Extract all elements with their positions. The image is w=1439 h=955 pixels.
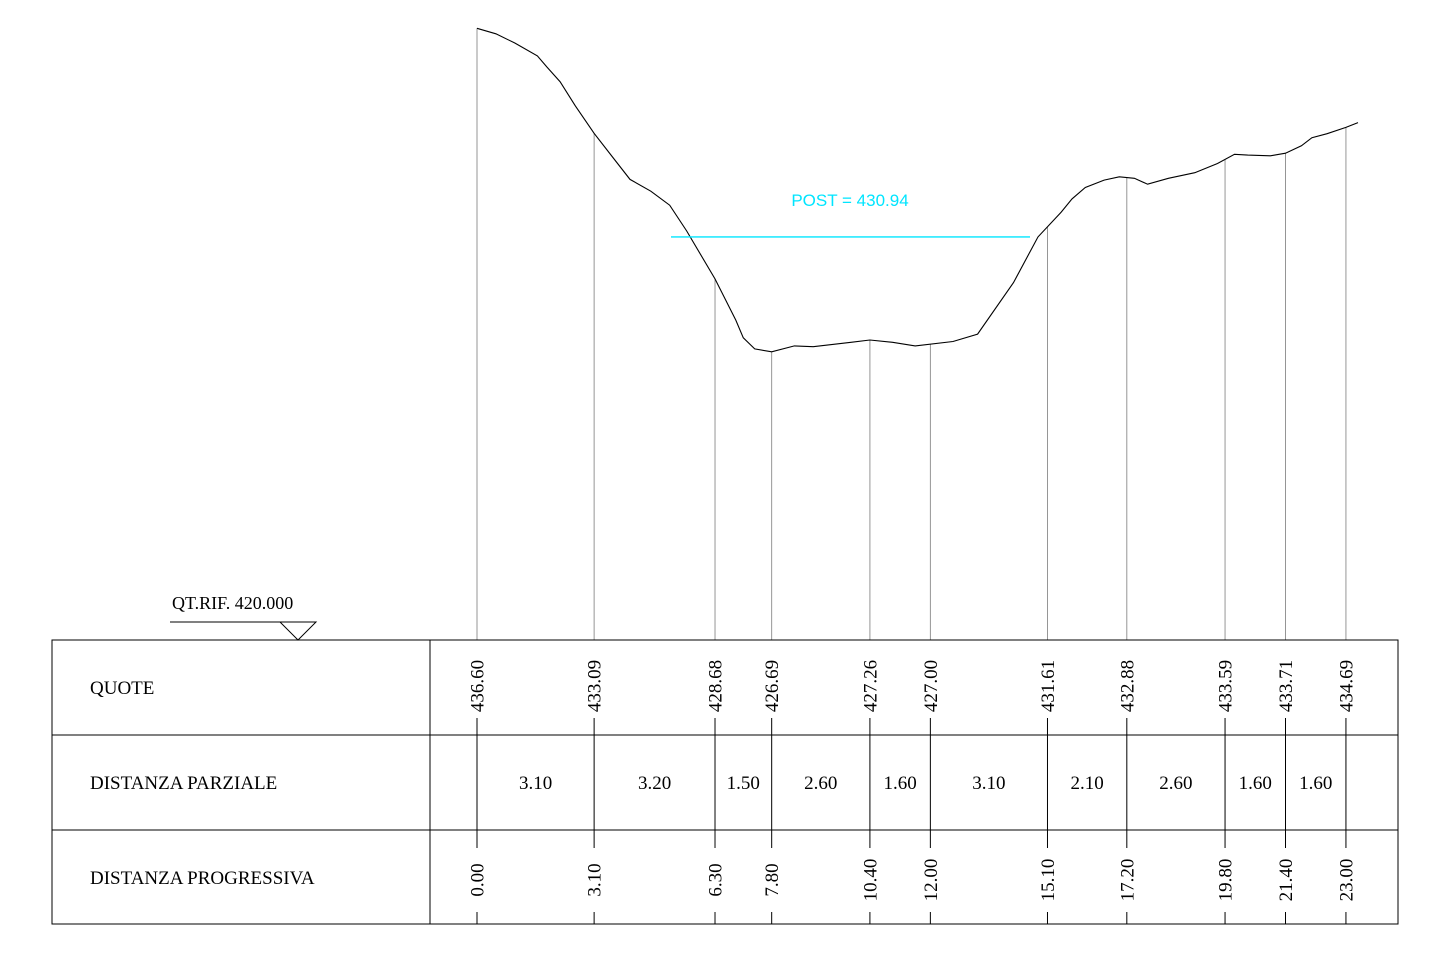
quota-value: 427.26 bbox=[860, 660, 881, 712]
quota-value: 433.59 bbox=[1216, 660, 1237, 712]
quota-value: 433.71 bbox=[1276, 660, 1297, 712]
quota-value: 434.69 bbox=[1336, 660, 1357, 712]
quota-value: 433.09 bbox=[585, 660, 606, 712]
progressive-distance-value: 7.80 bbox=[762, 863, 783, 896]
progressive-distance-value: 21.40 bbox=[1276, 859, 1297, 902]
table-marks: 436.60 0.00 433.09 3.10 428.68 6.30 426.69 7.80… bbox=[468, 660, 1357, 924]
progressive-distance-value: 3.10 bbox=[585, 863, 606, 896]
partial-distance-value: 3.10 bbox=[972, 773, 1005, 794]
partial-distance-value: 3.20 bbox=[638, 773, 671, 794]
progressive-distance-value: 0.00 bbox=[468, 863, 489, 896]
progressive-distance-value: 17.20 bbox=[1117, 859, 1138, 902]
reference-datum-triangle-icon bbox=[278, 621, 318, 641]
quota-value: 436.60 bbox=[468, 660, 489, 712]
quota-value: 428.68 bbox=[706, 660, 727, 712]
progressive-distance-value: 23.00 bbox=[1336, 859, 1357, 902]
water-level-label: POST = 430.94 bbox=[791, 191, 908, 210]
station-lines bbox=[476, 28, 1347, 640]
quota-value: 432.88 bbox=[1117, 660, 1138, 712]
progressive-distance-value: 6.30 bbox=[706, 863, 727, 896]
partial-distance-value: 1.60 bbox=[1239, 773, 1272, 794]
terrain-profile-line bbox=[476, 27, 1359, 353]
partial-distance-value: 1.50 bbox=[727, 773, 760, 794]
quota-value: 431.61 bbox=[1038, 660, 1059, 712]
progressive-distance-value: 15.10 bbox=[1038, 859, 1059, 902]
row-label-distanza-parziale: DISTANZA PARZIALE bbox=[90, 773, 277, 794]
partial-distance-value: 2.10 bbox=[1070, 773, 1103, 794]
row-label-distanza-progressiva: DISTANZA PROGRESSIVA bbox=[90, 868, 315, 889]
row-label-quote: QUOTE bbox=[90, 678, 154, 699]
progressive-distance-value: 12.00 bbox=[921, 859, 942, 902]
reference-datum-label: QT.RIF. 420.000 bbox=[172, 593, 293, 613]
data-table bbox=[51, 639, 1399, 925]
partial-distance-value: 1.60 bbox=[1299, 773, 1332, 794]
partial-distance-value: 2.60 bbox=[804, 773, 837, 794]
progressive-distance-value: 10.40 bbox=[860, 859, 881, 902]
quota-value: 427.00 bbox=[921, 660, 942, 712]
progressive-distance-value: 19.80 bbox=[1216, 859, 1237, 902]
quota-value: 426.69 bbox=[762, 660, 783, 712]
partial-distance-value: 3.10 bbox=[519, 773, 552, 794]
partial-distance-value: 1.60 bbox=[883, 773, 916, 794]
partial-distance-value: 2.60 bbox=[1159, 773, 1192, 794]
table-border bbox=[51, 639, 1399, 925]
